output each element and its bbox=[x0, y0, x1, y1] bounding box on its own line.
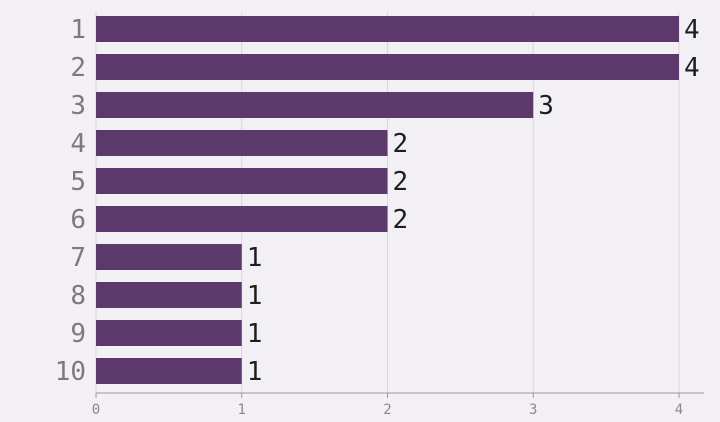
category-label-9: 9 bbox=[70, 319, 86, 349]
bar-1 bbox=[96, 16, 679, 42]
value-label-6: 2 bbox=[393, 205, 409, 235]
category-label-2: 2 bbox=[70, 53, 86, 83]
category-label-1: 1 bbox=[70, 15, 86, 45]
value-label-7: 1 bbox=[247, 243, 263, 273]
value-label-1: 4 bbox=[684, 15, 700, 45]
bar-7 bbox=[96, 244, 242, 270]
x-tick-label: 4 bbox=[675, 402, 683, 418]
bars bbox=[96, 16, 679, 384]
value-labels: 4 4 3 2 2 2 1 1 1 1 bbox=[247, 15, 700, 387]
category-labels: 1 2 3 4 5 6 7 8 9 10 bbox=[55, 15, 86, 387]
category-label-6: 6 bbox=[70, 205, 86, 235]
x-tick-label: 3 bbox=[529, 402, 537, 418]
value-label-4: 2 bbox=[393, 129, 409, 159]
category-label-3: 3 bbox=[70, 91, 86, 121]
x-tick-label: 2 bbox=[383, 402, 391, 418]
value-label-10: 1 bbox=[247, 357, 263, 387]
x-axis: 0 1 2 3 4 bbox=[92, 392, 704, 418]
bar-3 bbox=[96, 92, 534, 118]
bar-10 bbox=[96, 358, 242, 384]
category-label-5: 5 bbox=[70, 167, 86, 197]
bar-5 bbox=[96, 168, 388, 194]
category-label-4: 4 bbox=[70, 129, 86, 159]
bar-8 bbox=[96, 282, 242, 308]
value-label-3: 3 bbox=[538, 91, 554, 121]
bar-2 bbox=[96, 54, 679, 80]
bar-9 bbox=[96, 320, 242, 346]
category-label-7: 7 bbox=[70, 243, 86, 273]
value-label-5: 2 bbox=[393, 167, 409, 197]
value-label-8: 1 bbox=[247, 281, 263, 311]
bar-4 bbox=[96, 130, 388, 156]
value-label-2: 4 bbox=[684, 53, 700, 83]
x-tick-label: 0 bbox=[92, 402, 100, 418]
value-label-9: 1 bbox=[247, 319, 263, 349]
bar-6 bbox=[96, 206, 388, 232]
category-label-8: 8 bbox=[70, 281, 86, 311]
category-label-10: 10 bbox=[55, 357, 86, 387]
x-tick-label: 1 bbox=[238, 402, 246, 418]
